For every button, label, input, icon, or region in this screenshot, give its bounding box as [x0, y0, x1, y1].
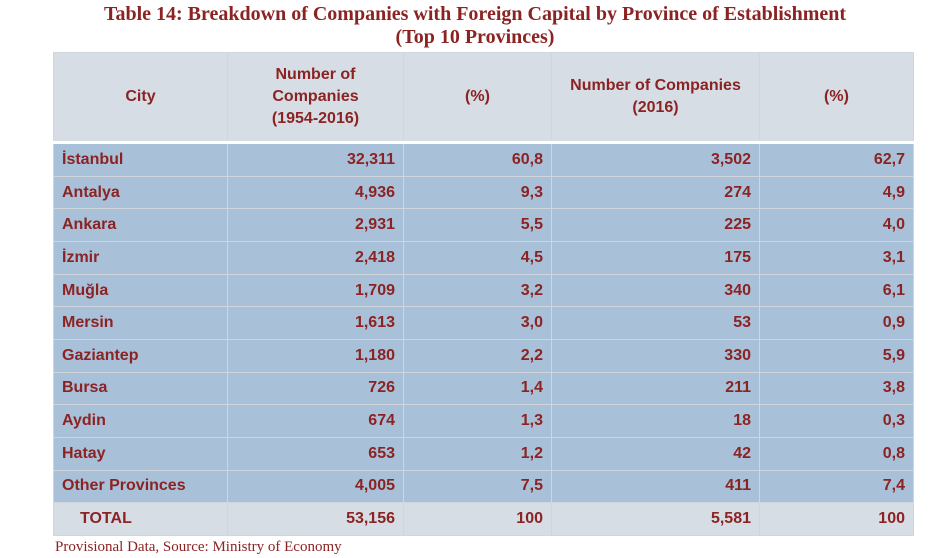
companies-2016-cell: 330 [551, 338, 760, 373]
city-cell: Antalya [53, 175, 228, 210]
percent-1-cell: 9,3 [403, 175, 552, 210]
header-city: City [53, 52, 228, 143]
header-percent-1: (%) [403, 52, 552, 143]
table-row: Muğla 1,709 3,2 340 6,1 [53, 273, 914, 308]
companies-1954-2016-cell: 32,311 [227, 141, 404, 177]
city-cell: Muğla [53, 273, 228, 308]
companies-1954-2016-cell: 726 [227, 371, 404, 406]
percent-2-cell: 6,1 [759, 273, 914, 308]
companies-2016-cell: 274 [551, 175, 760, 210]
total-companies-1954-2016-cell: 53,156 [227, 502, 404, 536]
companies-1954-2016-cell: 1,709 [227, 273, 404, 308]
city-cell: İstanbul [53, 141, 228, 177]
percent-2-cell: 4,0 [759, 208, 914, 243]
percent-1-cell: 1,4 [403, 371, 552, 406]
companies-1954-2016-cell: 2,931 [227, 208, 404, 243]
companies-2016-cell: 3,502 [551, 141, 760, 177]
table-row: Other Provinces 4,005 7,5 411 7,4 [53, 469, 914, 504]
city-cell: Mersin [53, 306, 228, 340]
header-companies-1954-2016: Number of Companies (1954-2016) [227, 52, 404, 143]
percent-2-cell: 62,7 [759, 141, 914, 177]
companies-2016-cell: 18 [551, 404, 760, 438]
total-row: TOTAL 53,156 100 5,581 100 [53, 502, 914, 536]
percent-1-cell: 60,8 [403, 141, 552, 177]
companies-table: City Number of Companies (1954-2016) (%)… [53, 52, 914, 536]
table-row: İzmir 2,418 4,5 175 3,1 [53, 241, 914, 275]
companies-2016-cell: 411 [551, 469, 760, 504]
city-cell: Gaziantep [53, 338, 228, 373]
companies-2016-cell: 225 [551, 208, 760, 243]
percent-2-cell: 0,8 [759, 436, 914, 471]
percent-1-cell: 5,5 [403, 208, 552, 243]
header-companies-2016-label: Number of Companies [570, 77, 741, 94]
source-note: Provisional Data, Source: Ministry of Ec… [55, 539, 342, 555]
city-cell: Hatay [53, 436, 228, 471]
percent-2-cell: 0,9 [759, 306, 914, 340]
percent-1-cell: 1,3 [403, 404, 552, 438]
table-row: Aydin 674 1,3 18 0,3 [53, 404, 914, 438]
total-label-cell: TOTAL [53, 502, 228, 536]
city-cell: Aydin [53, 404, 228, 438]
table-row: Gaziantep 1,180 2,2 330 5,9 [53, 338, 914, 373]
city-cell: İzmir [53, 241, 228, 275]
header-companies-1954-2016-label: Number of Companies [272, 66, 359, 105]
total-percent-1-cell: 100 [403, 502, 552, 536]
companies-1954-2016-cell: 2,418 [227, 241, 404, 275]
table-title: Table 14: Breakdown of Companies with Fo… [103, 3, 847, 25]
companies-1954-2016-cell: 674 [227, 404, 404, 438]
total-companies-2016-cell: 5,581 [551, 502, 760, 536]
header-percent-2: (%) [759, 52, 914, 143]
percent-1-cell: 2,2 [403, 338, 552, 373]
percent-2-cell: 0,3 [759, 404, 914, 438]
companies-2016-cell: 53 [551, 306, 760, 340]
table-row: Ankara 2,931 5,5 225 4,0 [53, 208, 914, 243]
header-row: City Number of Companies (1954-2016) (%)… [53, 52, 914, 143]
percent-1-cell: 7,5 [403, 469, 552, 504]
companies-2016-cell: 175 [551, 241, 760, 275]
header-companies-2016: Number of Companies (2016) [551, 52, 760, 143]
companies-1954-2016-cell: 4,936 [227, 175, 404, 210]
companies-2016-cell: 42 [551, 436, 760, 471]
table-row: Antalya 4,936 9,3 274 4,9 [53, 175, 914, 210]
percent-1-cell: 3,0 [403, 306, 552, 340]
table-subtitle: (Top 10 Provinces) [395, 26, 555, 48]
header-companies-1954-2016-period: (1954-2016) [271, 110, 360, 127]
table-row: Mersin 1,613 3,0 53 0,9 [53, 306, 914, 340]
companies-2016-cell: 211 [551, 371, 760, 406]
companies-1954-2016-cell: 4,005 [227, 469, 404, 504]
percent-2-cell: 7,4 [759, 469, 914, 504]
city-cell: Ankara [53, 208, 228, 243]
percent-2-cell: 5,9 [759, 338, 914, 373]
percent-1-cell: 4,5 [403, 241, 552, 275]
percent-2-cell: 4,9 [759, 175, 914, 210]
companies-1954-2016-cell: 1,180 [227, 338, 404, 373]
table-row: Bursa 726 1,4 211 3,8 [53, 371, 914, 406]
percent-1-cell: 3,2 [403, 273, 552, 308]
table-row: İstanbul 32,311 60,8 3,502 62,7 [53, 141, 914, 177]
table-row: Hatay 653 1,2 42 0,8 [53, 436, 914, 471]
companies-2016-cell: 340 [551, 273, 760, 308]
header-companies-2016-period: (2016) [632, 99, 679, 116]
city-cell: Bursa [53, 371, 228, 406]
percent-1-cell: 1,2 [403, 436, 552, 471]
companies-1954-2016-cell: 653 [227, 436, 404, 471]
percent-2-cell: 3,8 [759, 371, 914, 406]
percent-2-cell: 3,1 [759, 241, 914, 275]
total-percent-2-cell: 100 [759, 502, 914, 536]
companies-1954-2016-cell: 1,613 [227, 306, 404, 340]
city-cell: Other Provinces [53, 469, 228, 504]
